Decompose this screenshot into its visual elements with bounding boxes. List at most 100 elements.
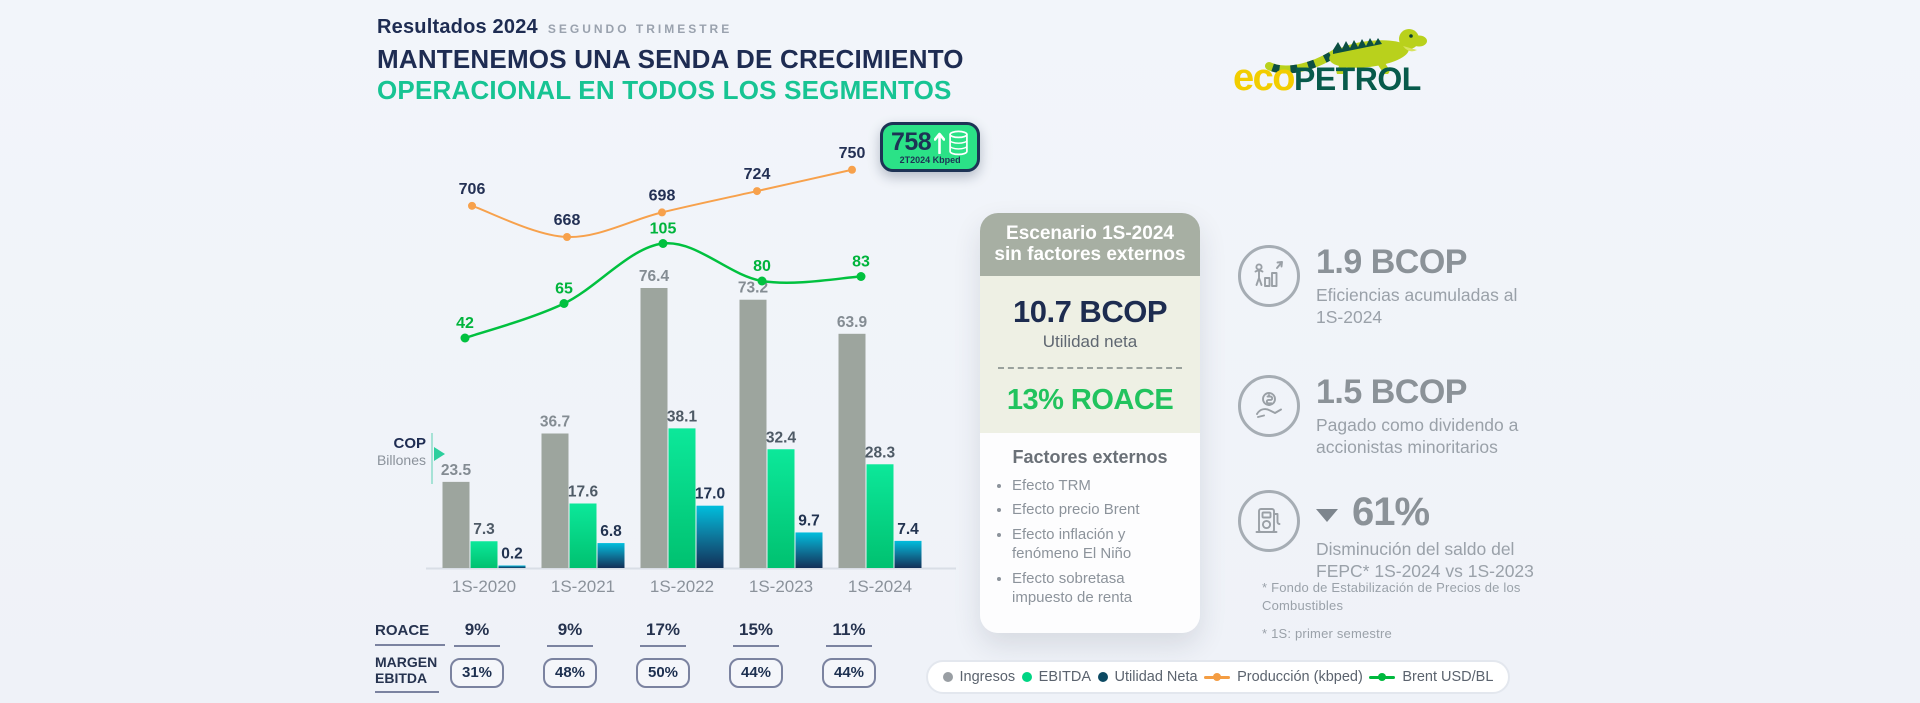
- legend-line-dot: [1378, 673, 1387, 681]
- line-value-label: 750: [839, 145, 866, 162]
- highlight-value: 61%: [1352, 490, 1430, 534]
- bar-ebitda-1S-2024: [866, 464, 894, 568]
- triangle-down-icon: [1316, 509, 1338, 522]
- bar-ingresos-1S-2023: [739, 299, 767, 568]
- growth-chart-icon: [1238, 245, 1300, 307]
- bar-ingresos-1S-2021: [541, 433, 569, 568]
- underline: [547, 645, 593, 647]
- bar-ebitda-1S-2020: [470, 541, 498, 568]
- highlight-dividends: 1.5 BCOP Pagado como dividendo a accioni…: [1238, 373, 1548, 458]
- bar-ebitda-1S-2023: [767, 449, 795, 568]
- legend-label: Producción (kbped): [1237, 669, 1363, 685]
- roace-value-1S-2024: 11%: [804, 620, 894, 647]
- roace-value-1S-2020: 9%: [432, 620, 522, 647]
- roace-row-label: ROACE: [375, 622, 445, 646]
- external-factor-item: Efecto inflación y fenómeno El Niño: [1012, 525, 1186, 564]
- line-value-label: 105: [650, 221, 677, 238]
- underline: [826, 645, 872, 647]
- margen-box: 44%: [728, 658, 784, 688]
- highlight-value: 1.9 BCOP: [1316, 243, 1467, 281]
- production-badge-value: 758: [891, 128, 932, 156]
- roace-text: 11%: [832, 620, 866, 639]
- highlights-column: 1.9 BCOP Eficiencias acumuladas al 1S-20…: [1238, 243, 1548, 581]
- line-point: [753, 187, 761, 196]
- highlight-value: 1.5 BCOP: [1316, 373, 1467, 411]
- logo-eco-text: eco: [1233, 57, 1295, 99]
- unit-axis-arrow-icon: [434, 447, 445, 461]
- margen-ebitda-value-1S-2021: 48%: [525, 658, 615, 688]
- bar-value-label: 7.3: [473, 521, 495, 538]
- bar-value-label: 6.8: [600, 523, 622, 540]
- oil-barrel-icon: [949, 130, 968, 155]
- bar-utilidad-neta-1S-2021: [597, 543, 625, 568]
- underline: [454, 645, 500, 647]
- x-tick-label: 1S-2023: [749, 577, 813, 596]
- line-value-label: 42: [456, 315, 474, 332]
- margen-ebitda-value-1S-2023: 44%: [711, 658, 801, 688]
- ecopetrol-logo: ecoPETROL: [1233, 16, 1473, 100]
- bar-value-label: 7.4: [897, 521, 919, 538]
- margen-box: 31%: [449, 658, 505, 688]
- roace-text: 17%: [645, 620, 681, 639]
- line-point: [856, 272, 866, 281]
- underline: [640, 645, 686, 647]
- roace-value-1S-2023: 15%: [711, 620, 801, 647]
- legend-dot-icon: [942, 672, 953, 682]
- margen-ebitda-value-1S-2022: 50%: [618, 658, 708, 688]
- line-point: [563, 233, 571, 241]
- scenario-panel-body: 10.7 BCOP Utilidad neta 13% ROACE: [980, 275, 1200, 433]
- line-value-label: 724: [744, 166, 771, 183]
- bar-value-label: 76.4: [639, 268, 670, 285]
- bar-value-label: 17.0: [695, 486, 725, 503]
- underline: [733, 645, 779, 647]
- scenario-panel: Escenario 1S-2024 sin factores externos …: [980, 213, 1200, 633]
- line-value-label: 65: [555, 281, 573, 298]
- production-badge: 758 2T2024 Kbped: [880, 122, 981, 172]
- legend-item-utilidad-neta: Utilidad Neta: [1097, 669, 1198, 685]
- page-title-line2: OPERACIONAL EN TODOS LOS SEGMENTOS: [377, 75, 952, 105]
- production-badge-row: 758: [891, 128, 969, 157]
- line-value-label: 706: [459, 181, 486, 198]
- line-point: [460, 333, 470, 343]
- logo-wordmark: ecoPETROL: [1233, 57, 1421, 100]
- bar-ingresos-1S-2024: [838, 333, 866, 568]
- bar-value-label: 9.7: [798, 512, 820, 529]
- legend-item-ebitda: EBITDA: [1021, 669, 1092, 685]
- footnote-fepc: * Fondo de Estabilización de Precios de …: [1262, 580, 1521, 613]
- scenario-panel-header: Escenario 1S-2024 sin factores externos: [980, 213, 1200, 276]
- line-point: [559, 299, 569, 308]
- x-tick-label: 1S-2020: [452, 577, 516, 596]
- legend-label: Utilidad Neta: [1114, 669, 1198, 685]
- roace-value-1S-2021: 9%: [525, 620, 615, 647]
- highlight-content: 61% Disminución del saldo del FEPC* 1S-2…: [1316, 490, 1548, 583]
- margen-ebitda-value-1S-2020: 31%: [432, 658, 522, 688]
- external-factor-item: Efecto sobretasa impuesto de renta: [1012, 569, 1186, 608]
- legend-label: EBITDA: [1038, 669, 1092, 685]
- bar-value-label: 32.4: [766, 429, 797, 446]
- fuel-pump-icon: [1238, 490, 1300, 552]
- bar-ebitda-1S-2021: [569, 503, 597, 568]
- bar-ingresos-1S-2022: [640, 287, 668, 568]
- scenario-roace-value: 13% ROACE: [1006, 383, 1174, 416]
- highlight-fepc: 61% Disminución del saldo del FEPC* 1S-2…: [1238, 490, 1548, 583]
- legend-dot-icon: [1097, 672, 1108, 682]
- roace-text: 9%: [557, 620, 583, 639]
- line-point: [658, 208, 666, 217]
- legend-item-ingresos: Ingresos: [942, 669, 1015, 685]
- highlight-text: Eficiencias acumuladas al 1S-2024: [1316, 284, 1518, 328]
- scenario-net-income-value: 10.7 BCOP: [1012, 293, 1168, 329]
- x-tick-label: 1S-2024: [848, 577, 912, 596]
- margen-box: 44%: [821, 658, 877, 688]
- bar-value-label: 0.2: [501, 546, 523, 563]
- results-combo-chart: 23.536.776.473.263.97.317.638.132.428.30…: [426, 145, 956, 596]
- bar-value-label: 17.6: [568, 483, 599, 500]
- margen-ebitda-value-1S-2024: 44%: [804, 658, 894, 688]
- highlight-content: 1.5 BCOP Pagado como dividendo a accioni…: [1316, 373, 1548, 458]
- bar-value-label: 63.9: [837, 314, 868, 331]
- bar-utilidad-neta-1S-2022: [696, 505, 724, 568]
- footnote-semester: * 1S: primer semestre: [1262, 626, 1392, 642]
- unit-label-currency: COP: [393, 435, 426, 452]
- line-value-label: 80: [753, 258, 771, 275]
- line-value-label: 698: [649, 187, 676, 204]
